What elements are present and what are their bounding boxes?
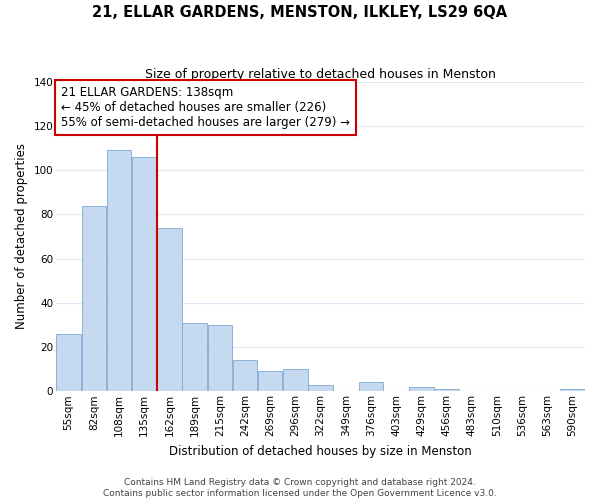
Bar	[208, 325, 232, 392]
Bar	[258, 372, 283, 392]
Bar	[409, 387, 434, 392]
Bar	[434, 389, 458, 392]
Bar	[359, 382, 383, 392]
Bar	[82, 206, 106, 392]
Bar	[308, 384, 333, 392]
Bar	[107, 150, 131, 392]
Bar	[182, 322, 207, 392]
Y-axis label: Number of detached properties: Number of detached properties	[15, 144, 28, 330]
Bar	[283, 369, 308, 392]
Bar	[157, 228, 182, 392]
Bar	[560, 389, 584, 392]
Text: 21, ELLAR GARDENS, MENSTON, ILKLEY, LS29 6QA: 21, ELLAR GARDENS, MENSTON, ILKLEY, LS29…	[92, 5, 508, 20]
Bar	[233, 360, 257, 392]
Bar	[56, 334, 81, 392]
Title: Size of property relative to detached houses in Menston: Size of property relative to detached ho…	[145, 68, 496, 80]
Bar	[132, 157, 157, 392]
Text: 21 ELLAR GARDENS: 138sqm
← 45% of detached houses are smaller (226)
55% of semi-: 21 ELLAR GARDENS: 138sqm ← 45% of detach…	[61, 86, 350, 130]
X-axis label: Distribution of detached houses by size in Menston: Distribution of detached houses by size …	[169, 444, 472, 458]
Text: Contains HM Land Registry data © Crown copyright and database right 2024.
Contai: Contains HM Land Registry data © Crown c…	[103, 478, 497, 498]
